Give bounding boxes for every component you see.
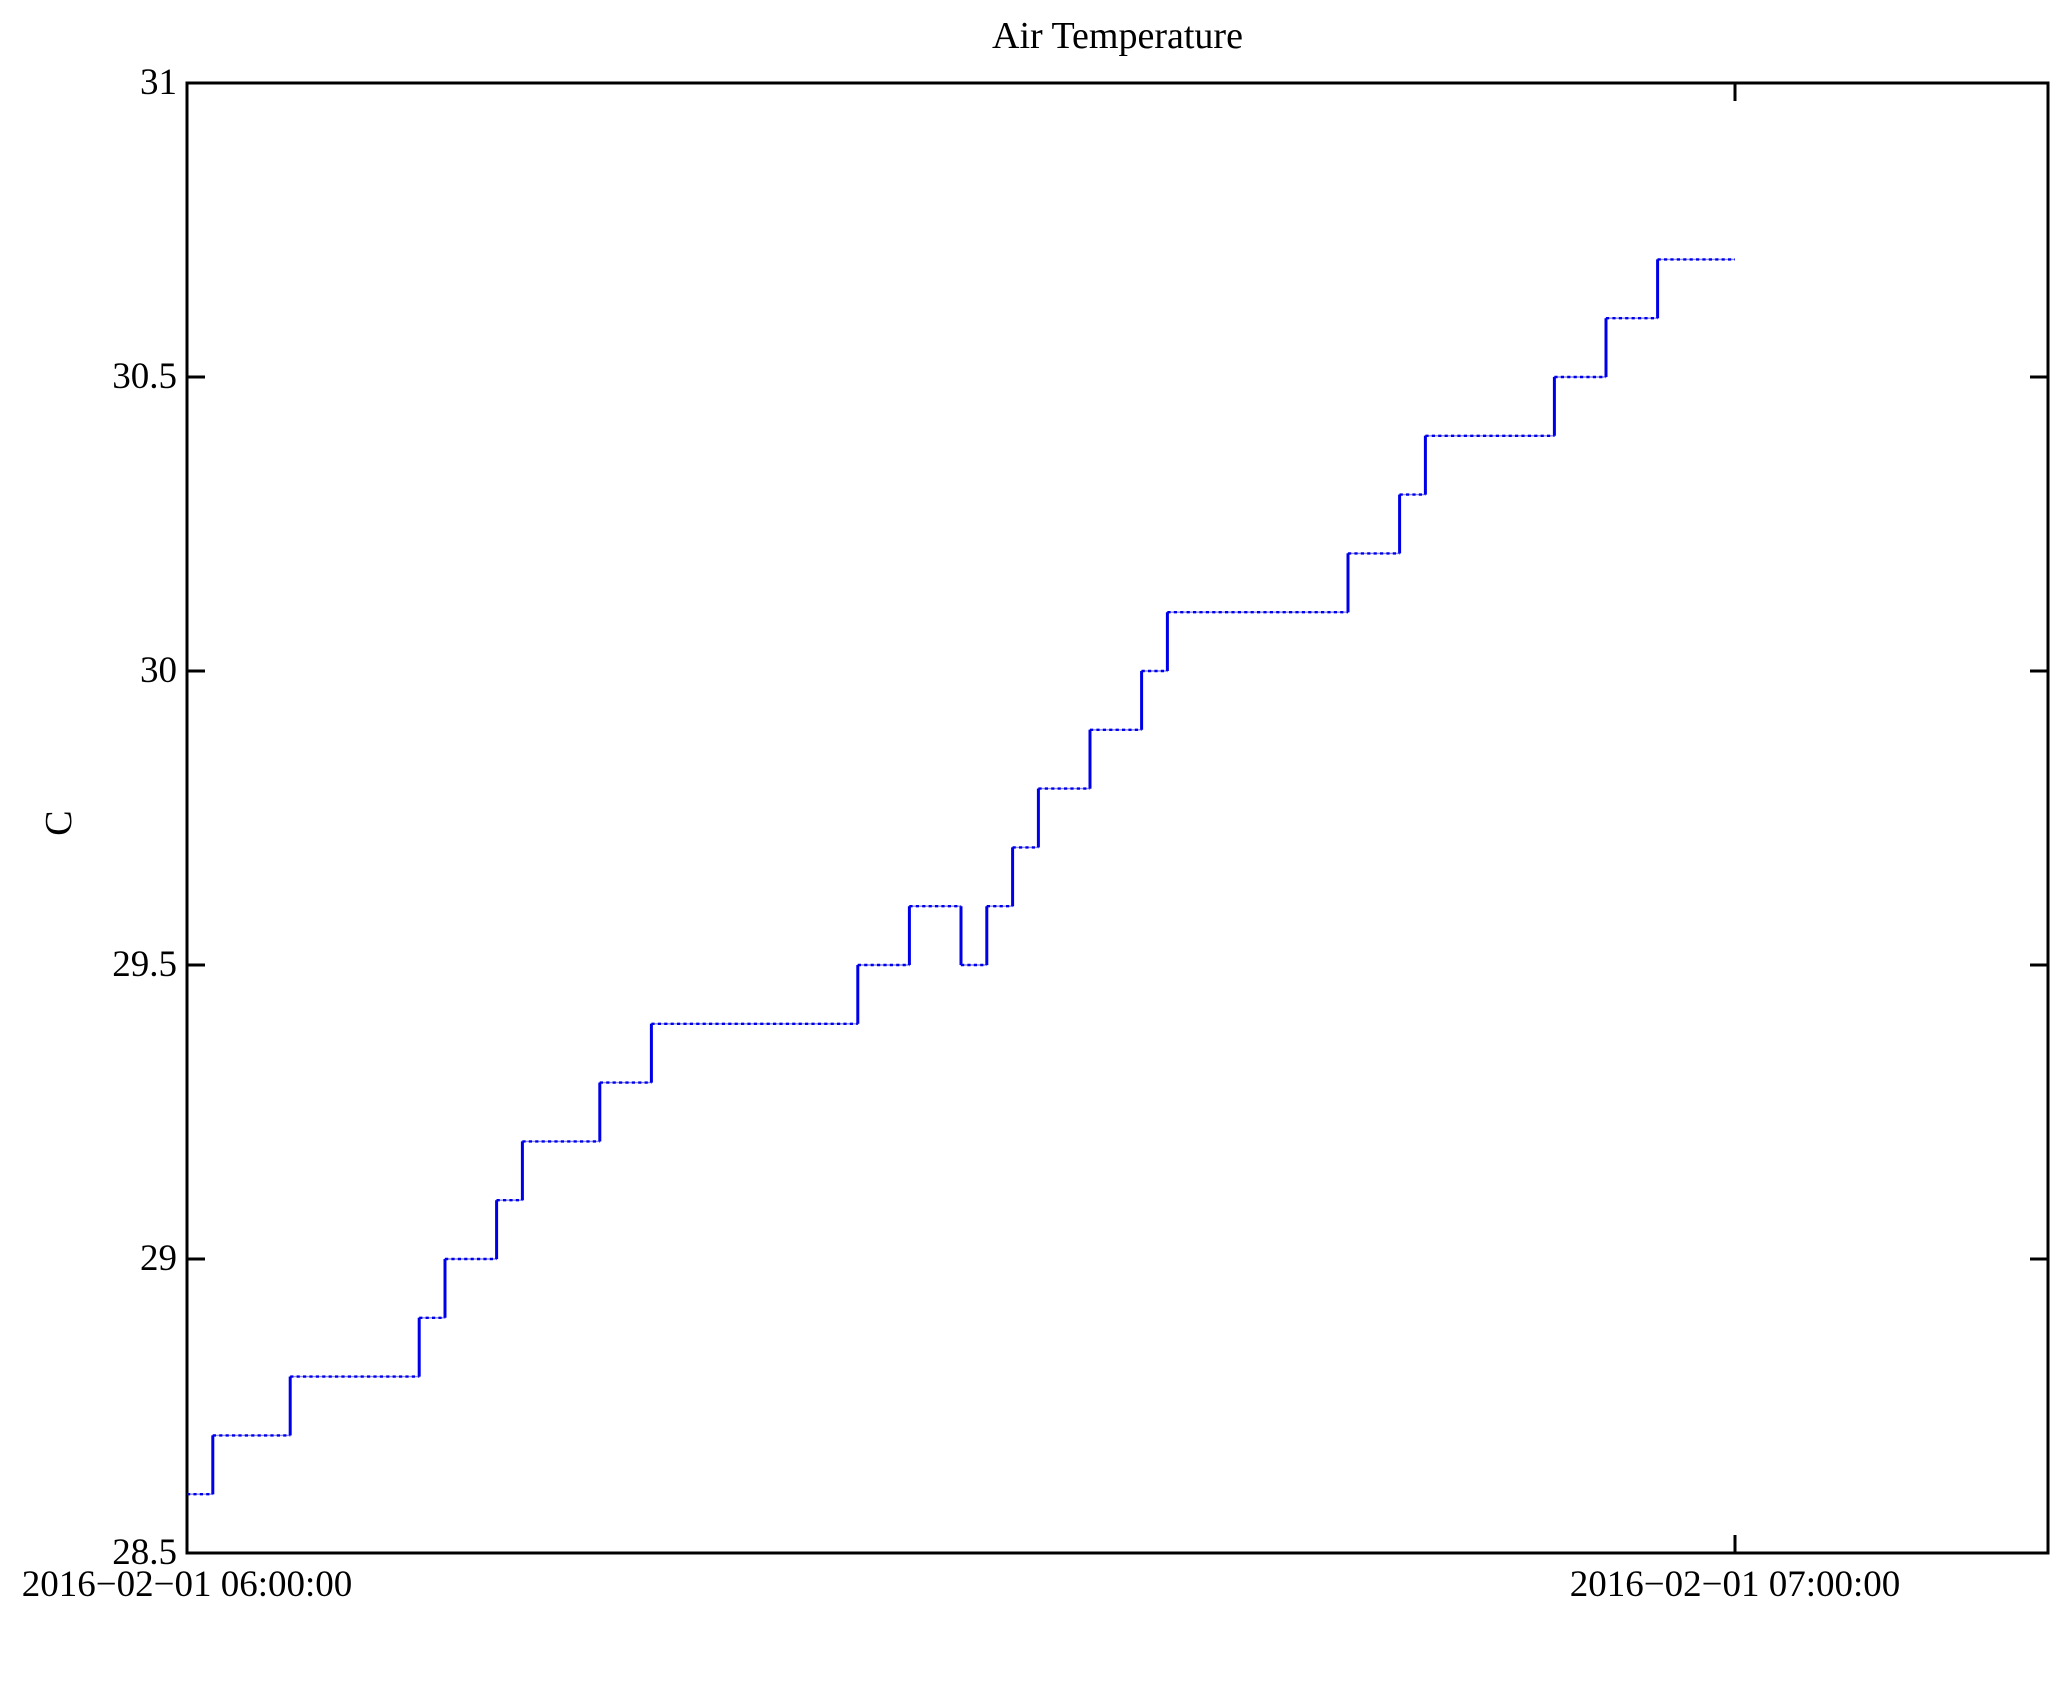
step-line-vertical [211,259,1660,1495]
x-tick-label: 2016−02−01 06:00:00 [21,1564,353,1605]
step-line-horizontal-dotted [187,258,1735,1496]
y-tick-label: 29 [140,1238,177,1279]
chart-title: Air Temperature [992,15,1243,57]
y-tick-label: 31 [140,62,177,103]
y-tick-label: 30.5 [112,356,177,397]
y-tick-label: 30 [140,650,177,691]
y-tick-label: 29.5 [112,944,177,985]
step-line-underlay [187,258,1735,1495]
axis-box [185,81,2050,1555]
y-tick-label: 28.5 [112,1532,177,1573]
x-tick-label: 2016−02−01 07:00:00 [1569,1564,1901,1605]
